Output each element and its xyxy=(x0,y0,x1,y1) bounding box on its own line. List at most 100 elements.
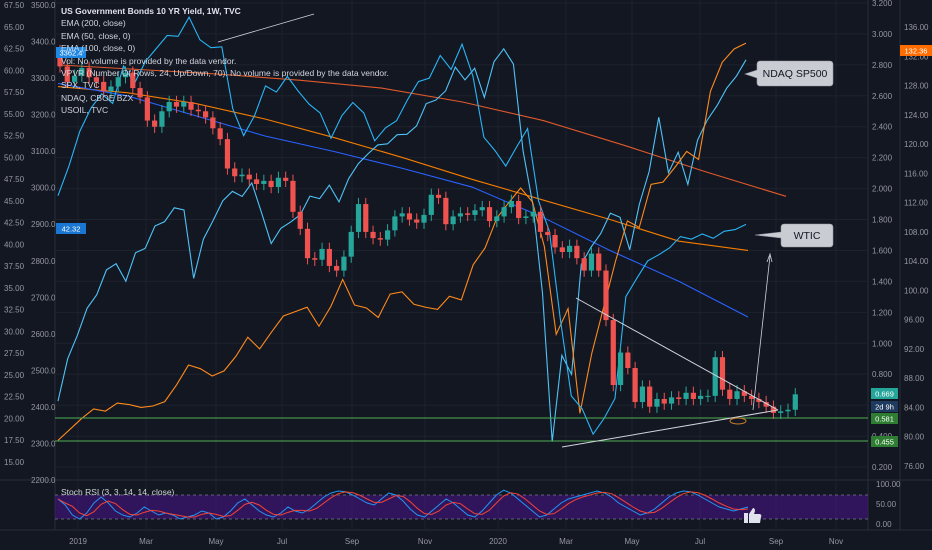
left-spx-tick: 3200.0 xyxy=(31,111,56,120)
right-ndaq-tick: 76.00 xyxy=(904,462,925,471)
right-ndaq-tick: 136.00 xyxy=(904,23,929,32)
target-arrow-head xyxy=(766,252,773,263)
left-spx-tick: 3000.0 xyxy=(31,184,56,193)
candle-body xyxy=(676,397,682,399)
trend-line-top xyxy=(217,13,315,43)
time-axis-label: May xyxy=(208,537,223,546)
candle-body xyxy=(559,247,565,253)
candle-body xyxy=(537,211,544,232)
candle-body xyxy=(224,139,231,169)
right-yield-tick: 2.600 xyxy=(872,92,893,101)
candle-body xyxy=(661,398,667,404)
left-usoil-tick: 37.50 xyxy=(4,262,25,271)
candle-body xyxy=(253,179,260,184)
target-arrow-line xyxy=(752,255,771,411)
candle-body xyxy=(603,270,609,321)
candle-body xyxy=(246,174,252,180)
candle-body xyxy=(370,231,376,239)
right-ndaq-tick: 100.00 xyxy=(904,286,929,295)
ndaq-sp500-callout[interactable]: NDAQ SP500 xyxy=(744,60,834,87)
time-axis-label: 2019 xyxy=(69,537,87,546)
legend-ema50[interactable]: EMA (50, close, 0) xyxy=(61,30,131,41)
series-layer xyxy=(57,16,787,442)
legend-ema200[interactable]: EMA (200, close) xyxy=(61,18,126,29)
legend-spx[interactable]: SPX, TVC xyxy=(61,80,100,91)
left-spx-tick: 2300.0 xyxy=(31,439,56,448)
right-yield-tick: 2.400 xyxy=(872,123,893,132)
candle-body xyxy=(275,177,281,188)
right-ndaq-tick: 112.00 xyxy=(904,199,928,208)
ema-200-line xyxy=(57,64,787,197)
legend-title[interactable]: US Government Bonds 10 YR Yield, 1W, TVC xyxy=(61,6,241,16)
candle-body xyxy=(392,216,398,231)
green-line-tag-1-value: 0.581 xyxy=(875,415,894,424)
candle-body xyxy=(144,97,150,121)
right-ndaq-tick: 124.00 xyxy=(904,111,929,120)
candle-body xyxy=(530,211,536,217)
ndaq-last-tag: 132.36 xyxy=(900,45,932,56)
stoch-k-line xyxy=(57,489,749,520)
candle-body xyxy=(363,204,369,232)
right-yield-tick: 1.800 xyxy=(872,216,893,225)
yield-last-tag: 0.669 xyxy=(871,388,898,399)
candle-body xyxy=(283,177,289,181)
candle-body xyxy=(741,391,747,396)
candle-body xyxy=(705,395,711,397)
left-usoil-tick: 40.00 xyxy=(4,240,25,249)
right-ndaq-tick: 132.00 xyxy=(904,52,929,61)
candle-body xyxy=(210,117,216,129)
ema-100-line xyxy=(57,85,749,252)
candle-body xyxy=(406,213,413,220)
left-usoil-tick: 32.50 xyxy=(4,306,25,315)
stoch-d-line xyxy=(57,491,749,518)
candle-body xyxy=(785,409,791,412)
candle-body xyxy=(698,395,704,399)
left-usoil-tick: 30.00 xyxy=(4,327,25,336)
candle-body xyxy=(639,386,645,403)
ema-50-line xyxy=(57,82,749,318)
green-line-tag-2-value: 0.455 xyxy=(875,438,894,447)
candle-body xyxy=(355,204,362,232)
right-ndaq-tick: 92.00 xyxy=(904,345,925,354)
legend-ema100[interactable]: EMA (100, close, 0) xyxy=(61,43,136,54)
left-usoil-tick: 35.00 xyxy=(4,284,25,293)
usoil-last-tag: 42.32 xyxy=(56,223,86,234)
spx-last-value: 3362.4 xyxy=(60,49,83,58)
right-ndaq-tick: 88.00 xyxy=(904,374,925,383)
right-ndaq-tick: 120.00 xyxy=(904,140,929,149)
candle-body xyxy=(596,253,602,271)
wtic-callout-box xyxy=(754,223,834,248)
left-spx-tick: 3500.0 xyxy=(31,1,56,10)
left-usoil-tick: 57.50 xyxy=(4,88,25,97)
candle-body xyxy=(428,194,434,215)
candle-body xyxy=(508,200,514,208)
candle-body xyxy=(159,111,165,127)
grid xyxy=(0,0,932,531)
time-axis-label: Mar xyxy=(559,537,573,546)
right-yield-tick: 3.200 xyxy=(872,0,893,8)
legend-vol[interactable]: Vol: No volume is provided by the data v… xyxy=(61,55,237,66)
ndaq-sp500-callout-text: NDAQ SP500 xyxy=(763,68,828,80)
candle-body xyxy=(465,213,471,215)
candle-body xyxy=(181,101,187,107)
usoil-last-value: 42.32 xyxy=(62,225,81,234)
candle-body xyxy=(377,238,383,240)
candle-body xyxy=(588,253,595,271)
spx-line xyxy=(57,47,747,442)
left-spx-tick: 2900.0 xyxy=(31,220,56,229)
legend-ndaq[interactable]: NDAQ, CBOE BZX xyxy=(61,92,134,103)
left-usoil-tick: 25.00 xyxy=(4,371,25,380)
legend-usoil[interactable]: USOIL, TVC xyxy=(61,105,109,116)
candle-body xyxy=(450,216,456,225)
left-usoil-tick: 45.00 xyxy=(4,197,25,206)
candle-body xyxy=(152,120,158,127)
thumbs-up-icon[interactable] xyxy=(744,508,762,523)
wtic-callout[interactable]: WTIC xyxy=(754,223,834,248)
left-spx-tick: 2500.0 xyxy=(31,366,56,375)
candle-body xyxy=(64,66,70,82)
legend-vpvr[interactable]: VPVR (Number Of Rows, 24, Up/Down, 70): … xyxy=(61,67,389,78)
right-ndaq-tick: 108.00 xyxy=(904,228,929,237)
stoch-rsi-label[interactable]: Stoch RSI (3, 3, 14, 14, close) xyxy=(61,487,175,497)
